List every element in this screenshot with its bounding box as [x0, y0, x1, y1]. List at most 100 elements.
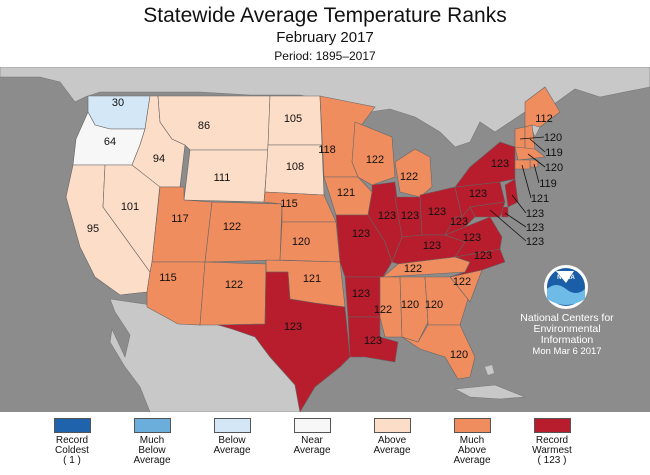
legend-label-line: Warmest [532, 445, 572, 456]
leader-line-nh [529, 138, 546, 153]
state-fl [401, 324, 476, 380]
legend-item-record-warmest: Record Warmest( 123 ) [507, 418, 597, 466]
rank-label-il: 123 [378, 210, 396, 222]
rank-label-tn: 122 [404, 263, 422, 275]
legend-item-below: Below Average [187, 418, 277, 466]
rank-label-wi: 122 [366, 154, 384, 166]
rank-label-de: 123 [526, 222, 544, 234]
rank-label-al: 120 [401, 299, 419, 311]
rank-label-ar: 123 [352, 288, 370, 300]
rank-label-va: 123 [463, 232, 481, 244]
state-polygons [65, 86, 561, 412]
rank-label-la: 123 [364, 335, 382, 347]
state-rank-labels: 30 64 95 101 94 86 111 117 115 122 122 105 108 115 120… [87, 97, 563, 361]
rank-label-in: 123 [401, 210, 419, 222]
bahamas-landmass [485, 365, 494, 375]
rank-label-id: 94 [153, 153, 165, 165]
state-ma [514, 146, 546, 161]
rank-label-tx: 123 [284, 321, 302, 333]
legend-label-line: Record [55, 435, 89, 446]
legend-label-line: ( 1 ) [63, 455, 81, 466]
legend-label: Much Below Average [107, 436, 197, 466]
legend-swatch [213, 418, 251, 433]
legend-swatch [533, 418, 571, 433]
state-nj [504, 178, 519, 208]
leader-line-md [489, 209, 527, 242]
state-ms [379, 276, 403, 338]
state-la [347, 316, 399, 363]
rank-label-az: 115 [159, 272, 177, 284]
leader-line-ri [533, 163, 540, 184]
legend-label-line: Much [139, 435, 165, 446]
rank-label-sc: 122 [453, 276, 471, 288]
rank-label-md: 123 [526, 236, 544, 248]
rank-label-ia: 121 [337, 187, 355, 199]
legend-label-line: Much [459, 435, 485, 446]
legend-label-line [347, 456, 437, 466]
period-label: Period: 1895–2017 [274, 49, 376, 63]
rank-label-oh: 123 [428, 206, 446, 218]
rank-label-pa: 123 [469, 188, 487, 200]
leader-line-nj [511, 194, 527, 214]
legend-label-line: Record [535, 435, 569, 446]
rank-label-or: 64 [104, 136, 116, 148]
rank-label-ms: 122 [374, 304, 392, 316]
rank-label-mi: 122 [400, 171, 418, 183]
state-tx [217, 263, 351, 412]
leader-line-ct [521, 164, 532, 199]
legend-label: Below Average [187, 436, 277, 466]
legend-swatch [373, 418, 411, 433]
rank-label-vt: 120 [544, 132, 562, 144]
noaa-logo-text: NOAA [557, 275, 575, 281]
noaa-logo-icon: NOAA [544, 265, 588, 309]
legend-swatch [53, 418, 91, 433]
cuba-landmass [453, 384, 526, 400]
legend-label-line: Below [218, 435, 246, 446]
legend-label-line: Average [213, 445, 251, 456]
rank-label-wv: 123 [450, 216, 468, 228]
legend-label: Record Coldest( 1 ) [27, 436, 117, 466]
leader-line-ma [527, 153, 546, 168]
rank-label-sd: 108 [286, 161, 304, 173]
state-md [469, 201, 506, 218]
credit-line-1: National Centers for [520, 312, 614, 324]
rank-label-ky: 123 [423, 240, 441, 252]
rank-label-me: 112 [535, 113, 553, 125]
rank-label-ct: 121 [531, 193, 549, 205]
legend: Record Coldest( 1 ) Much Below Average Below A… [0, 412, 650, 475]
rank-label-co: 122 [223, 221, 241, 233]
legend-label-line [187, 456, 277, 466]
leader-line-de [504, 212, 527, 228]
rank-label-ks: 120 [292, 236, 310, 248]
credit-date: Mon Mar 6 2017 [532, 346, 602, 357]
rank-label-fl: 120 [450, 349, 468, 361]
rank-label-ca: 95 [87, 223, 99, 235]
legend-label-line: Below [138, 445, 166, 456]
page-title: Statewide Average Temperature Ranks [143, 4, 507, 27]
rank-label-mn: 118 [318, 144, 336, 156]
legend-item-record-coldest: Record Coldest( 1 ) [27, 418, 117, 466]
state-va [444, 216, 503, 258]
legend-item-above: Above Average [347, 418, 437, 466]
legend-label: Record Warmest( 123 ) [507, 436, 597, 466]
rank-label-wy: 111 [214, 172, 231, 184]
legend-label-line: Average [453, 455, 491, 466]
rank-label-ny: 123 [491, 158, 509, 170]
legend-item-near: Near Average [267, 418, 357, 466]
legend-item-much-above: Much Above Average [427, 418, 517, 466]
rank-label-ne: 115 [280, 198, 298, 210]
legend-label-line: Average [133, 455, 171, 466]
legend-item-much-below: Much Below Average [107, 418, 197, 466]
legend-label-line: Average [373, 445, 411, 456]
canada-landmass [0, 67, 650, 148]
rank-label-nv: 101 [121, 201, 139, 213]
rank-label-nm: 122 [225, 279, 243, 291]
rank-label-wa: 30 [112, 97, 124, 109]
legend-swatch [133, 418, 171, 433]
rank-label-nh: 119 [545, 147, 563, 159]
credit-line-3: Information [540, 334, 594, 346]
legend-label-line [267, 456, 357, 466]
legend-label-line: Coldest [55, 445, 89, 456]
legend-label: Near Average [267, 436, 357, 466]
